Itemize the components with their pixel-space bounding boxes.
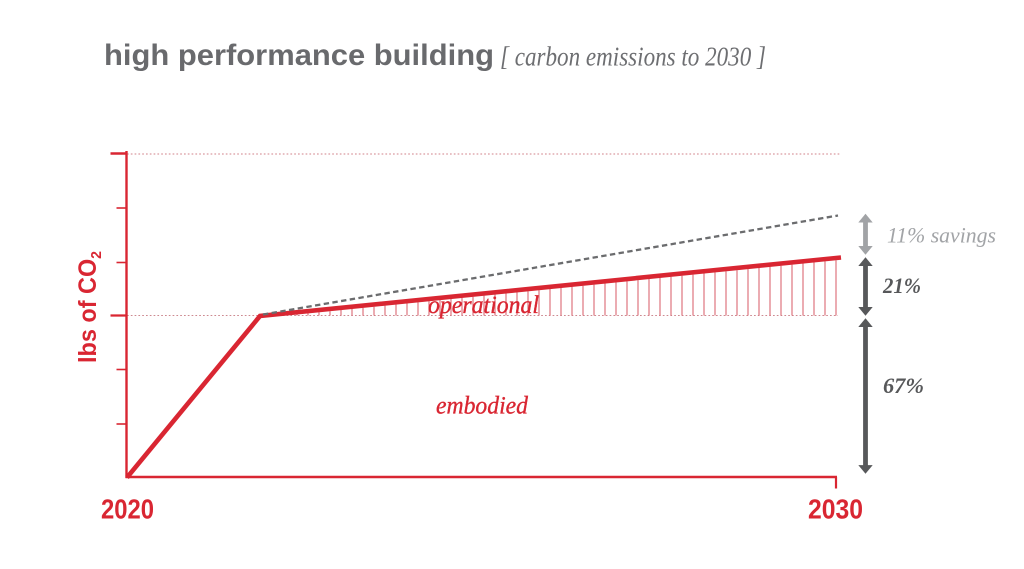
svg-text:67%: 67% (883, 373, 924, 398)
svg-text:2020: 2020 (101, 494, 154, 525)
svg-text:11% savings: 11% savings (887, 223, 996, 248)
svg-text:[ carbon emissions to 2030 ]: [ carbon emissions to 2030 ] (500, 42, 766, 72)
svg-text:operational: operational (428, 292, 539, 319)
svg-text:embodied: embodied (436, 393, 528, 420)
svg-text:high performance building: high performance building (104, 39, 494, 72)
svg-text:2030: 2030 (808, 494, 863, 525)
svg-text:21%: 21% (882, 273, 921, 298)
svg-text:lbs of CO2: lbs of CO2 (74, 251, 105, 363)
